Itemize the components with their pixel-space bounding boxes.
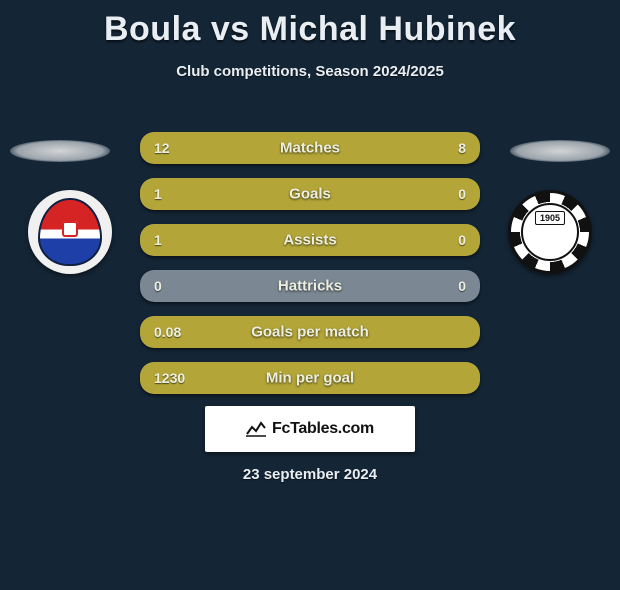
stat-row: 0 0 Hattricks xyxy=(140,270,480,302)
subtitle: Club competitions, Season 2024/2025 xyxy=(0,63,620,80)
stat-value-left: 1230 xyxy=(154,370,185,386)
stat-row: 12 8 Matches xyxy=(140,132,480,164)
stat-label: Min per goal xyxy=(266,370,354,387)
stat-fill-left xyxy=(140,178,405,210)
stat-label: Matches xyxy=(280,140,340,157)
stat-label: Goals per match xyxy=(251,324,369,341)
chart-icon xyxy=(246,421,266,437)
stat-label: Assists xyxy=(283,232,336,249)
stat-row: 1 0 Assists xyxy=(140,224,480,256)
stat-row: 1 0 Goals xyxy=(140,178,480,210)
stat-label: Hattricks xyxy=(278,278,342,295)
team-crest-left xyxy=(28,190,112,274)
stat-value-right: 0 xyxy=(458,186,466,202)
stat-row: 1230 Min per goal xyxy=(140,362,480,394)
stat-value-left: 0.08 xyxy=(154,324,181,340)
shadow-right xyxy=(510,140,610,162)
stat-fill-right xyxy=(405,224,480,256)
stat-value-left: 12 xyxy=(154,140,170,156)
stat-value-left: 1 xyxy=(154,186,162,202)
stat-value-right: 8 xyxy=(458,140,466,156)
stat-value-left: 0 xyxy=(154,278,162,294)
stat-fill-right xyxy=(405,178,480,210)
attribution-text: FcTables.com xyxy=(272,420,374,438)
shadow-left xyxy=(10,140,110,162)
stat-row: 0.08 Goals per match xyxy=(140,316,480,348)
stat-fill-left xyxy=(140,224,405,256)
stats-container: 12 8 Matches 1 0 Goals 1 0 Assists 0 0 Hattricks 0.0… xyxy=(140,132,480,394)
stat-value-right: 0 xyxy=(458,278,466,294)
attribution-badge: FcTables.com xyxy=(205,406,415,452)
page-title: Boula vs Michal Hubinek xyxy=(0,10,620,49)
stat-value-left: 1 xyxy=(154,232,162,248)
team-crest-right xyxy=(508,190,592,274)
stat-value-right: 0 xyxy=(458,232,466,248)
date-text: 23 september 2024 xyxy=(243,466,377,483)
stat-label: Goals xyxy=(289,186,331,203)
